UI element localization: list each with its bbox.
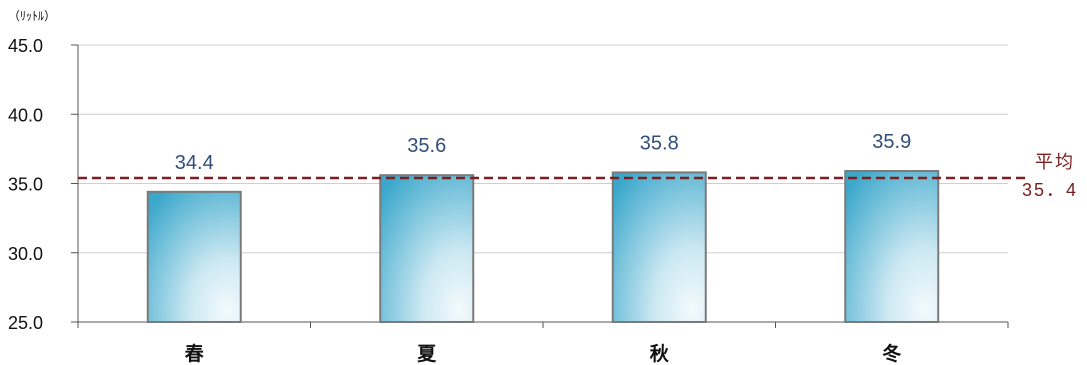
y-tick-label: 35.0 xyxy=(8,175,43,195)
category-label: 夏 xyxy=(417,343,437,365)
bar xyxy=(844,170,940,323)
bar xyxy=(611,171,707,323)
average-label-value: 35．4 xyxy=(1022,180,1078,200)
data-label: 34.4 xyxy=(175,152,214,174)
y-tick-label: 40.0 xyxy=(8,105,43,125)
average-line-group: 平均 35．4 xyxy=(78,152,1078,200)
bar xyxy=(146,190,242,323)
bars xyxy=(146,170,940,323)
y-tick-label: 45.0 xyxy=(8,36,43,56)
data-label: 35.9 xyxy=(872,131,911,153)
bar xyxy=(379,174,475,323)
labels: 25.0 30.0 35.0 40.0 45.0 34.4 春 35.6 夏 35.8 秋 35.9 冬 xyxy=(8,36,911,365)
category-label: 秋 xyxy=(650,342,670,365)
data-label: 35.8 xyxy=(640,132,679,154)
data-label: 35.6 xyxy=(407,135,446,157)
y-tick-label: 25.0 xyxy=(8,313,43,333)
category-label: 春 xyxy=(185,342,204,365)
y-axis-unit-label: （ﾘｯﾄﾙ） xyxy=(8,9,56,23)
y-tick-label: 30.0 xyxy=(8,244,43,264)
average-label-title: 平均 xyxy=(1035,152,1075,172)
category-label: 冬 xyxy=(882,342,901,365)
